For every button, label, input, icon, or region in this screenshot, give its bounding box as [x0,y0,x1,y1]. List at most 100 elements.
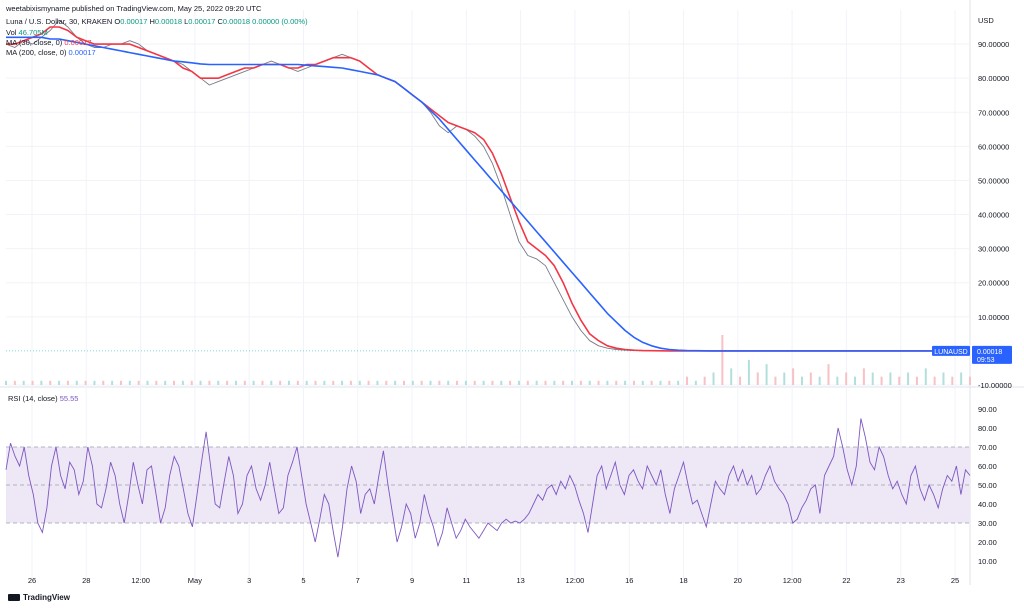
rsi-tick-label: 90.00 [978,405,997,414]
rsi-legend[interactable]: RSI (14, close) 55.55 [8,394,79,403]
time-tick-label: May [188,576,202,585]
ma200-line [6,36,970,352]
volume-bar [473,380,476,385]
time-tick-label: 22 [842,576,850,585]
volume-bar [579,380,582,385]
volume-bar [385,380,388,385]
volume-bar [765,364,768,385]
price-tick-label: 50.00000 [978,176,1009,185]
tradingview-logo-icon [8,594,20,601]
volume-bar [226,380,229,385]
price-tick-label: 70.00000 [978,108,1009,117]
time-tick-label: 12:00 [131,576,150,585]
volume-bar [792,368,795,385]
volume-bar [341,380,344,385]
volume-bar [615,380,618,385]
volume-bar [880,376,883,385]
price-tick-label: 10.00000 [978,313,1009,322]
volume-bar [252,380,255,385]
rsi-line [5,418,971,558]
volume-bar [969,376,971,385]
time-tick-label: 5 [301,576,305,585]
volume-bar [40,380,43,385]
price-tick-label: 40.00000 [978,211,1009,220]
volume-bar [305,380,308,385]
volume-bar [84,380,87,385]
volume-legend[interactable]: Vol 46.705M [6,28,48,37]
volume-bar [924,368,927,385]
volume-bar [181,380,184,385]
last-symbol-badge [932,345,970,356]
volume-bar [349,380,352,385]
axis-layer: 90.00000 80.00000 70.00000 60.00000 50.00000… [28,16,1012,585]
volume-bar [279,380,282,385]
rsi-tick-label: 50.00 [978,481,997,490]
volume-bar [288,380,291,385]
volume-bar [606,380,609,385]
volume-bar [535,380,538,385]
price-tick-label: 30.00000 [978,245,1009,254]
volume-bar [509,380,512,385]
brand-label: TradingView [23,593,70,602]
rsi-pane [5,418,971,558]
price-axis-currency: USD [978,16,994,25]
volume-bar [128,380,131,385]
volume-bar [270,380,273,385]
time-tick-label: 28 [82,576,90,585]
volume-bar [871,372,874,385]
volume-bar [694,380,697,385]
last-price-badge [972,345,1012,364]
time-tick-label: 23 [897,576,905,585]
volume-bar [5,380,7,385]
symbol-title: Luna / U.S. Dollar, 30, KRAKEN [6,17,113,26]
volume-bar [394,380,397,385]
rsi-tick-label: 60.00 [978,462,997,471]
rsi-tick-label: 80.00 [978,424,997,433]
volume-bar [915,376,918,385]
time-tick-label: 12:00 [783,576,802,585]
time-tick-label: 12:00 [566,576,585,585]
volume-bar [456,380,459,385]
volume-bar [58,380,61,385]
volume-bar [650,380,653,385]
time-tick-label: 18 [679,576,687,585]
ma30-legend[interactable]: MA (30, close, 0) 0.00017 [6,38,92,47]
time-tick-label: 13 [516,576,524,585]
volume-bar [429,380,432,385]
volume-bar [137,380,140,385]
volume-bar [234,380,237,385]
volume-bar [632,380,635,385]
volume-bar [173,380,176,385]
rsi-tick-label: 20.00 [978,538,997,547]
volume-bar [500,380,503,385]
time-tick-label: 20 [734,576,742,585]
price-line [5,19,970,352]
countdown-label: 09:53 [977,357,995,364]
volume-bar [898,376,901,385]
volume-bar [774,376,777,385]
volume-bar [190,380,193,385]
volume-bar [146,380,149,385]
volume-bar [553,380,556,385]
volume-bar [261,380,264,385]
rsi-tick-label: 10.00 [978,557,997,566]
volume-bar [862,368,865,385]
volume-bar [208,380,211,385]
volume-bar [482,380,485,385]
volume-bar [588,380,591,385]
volume-bar [845,372,848,385]
tradingview-brand[interactable]: TradingView [8,593,70,602]
volume-bar [907,372,910,385]
volume-bar [800,376,803,385]
ma30-line [6,26,970,352]
time-tick-label: 16 [625,576,633,585]
volume-bar [889,372,892,385]
volume-bar [721,335,724,385]
volume-bar [836,376,839,385]
ma200-legend[interactable]: MA (200, close, 0) 0.00017 [6,48,96,57]
rsi-band [6,447,970,523]
volume-bar [783,372,786,385]
volume-bar [66,380,69,385]
